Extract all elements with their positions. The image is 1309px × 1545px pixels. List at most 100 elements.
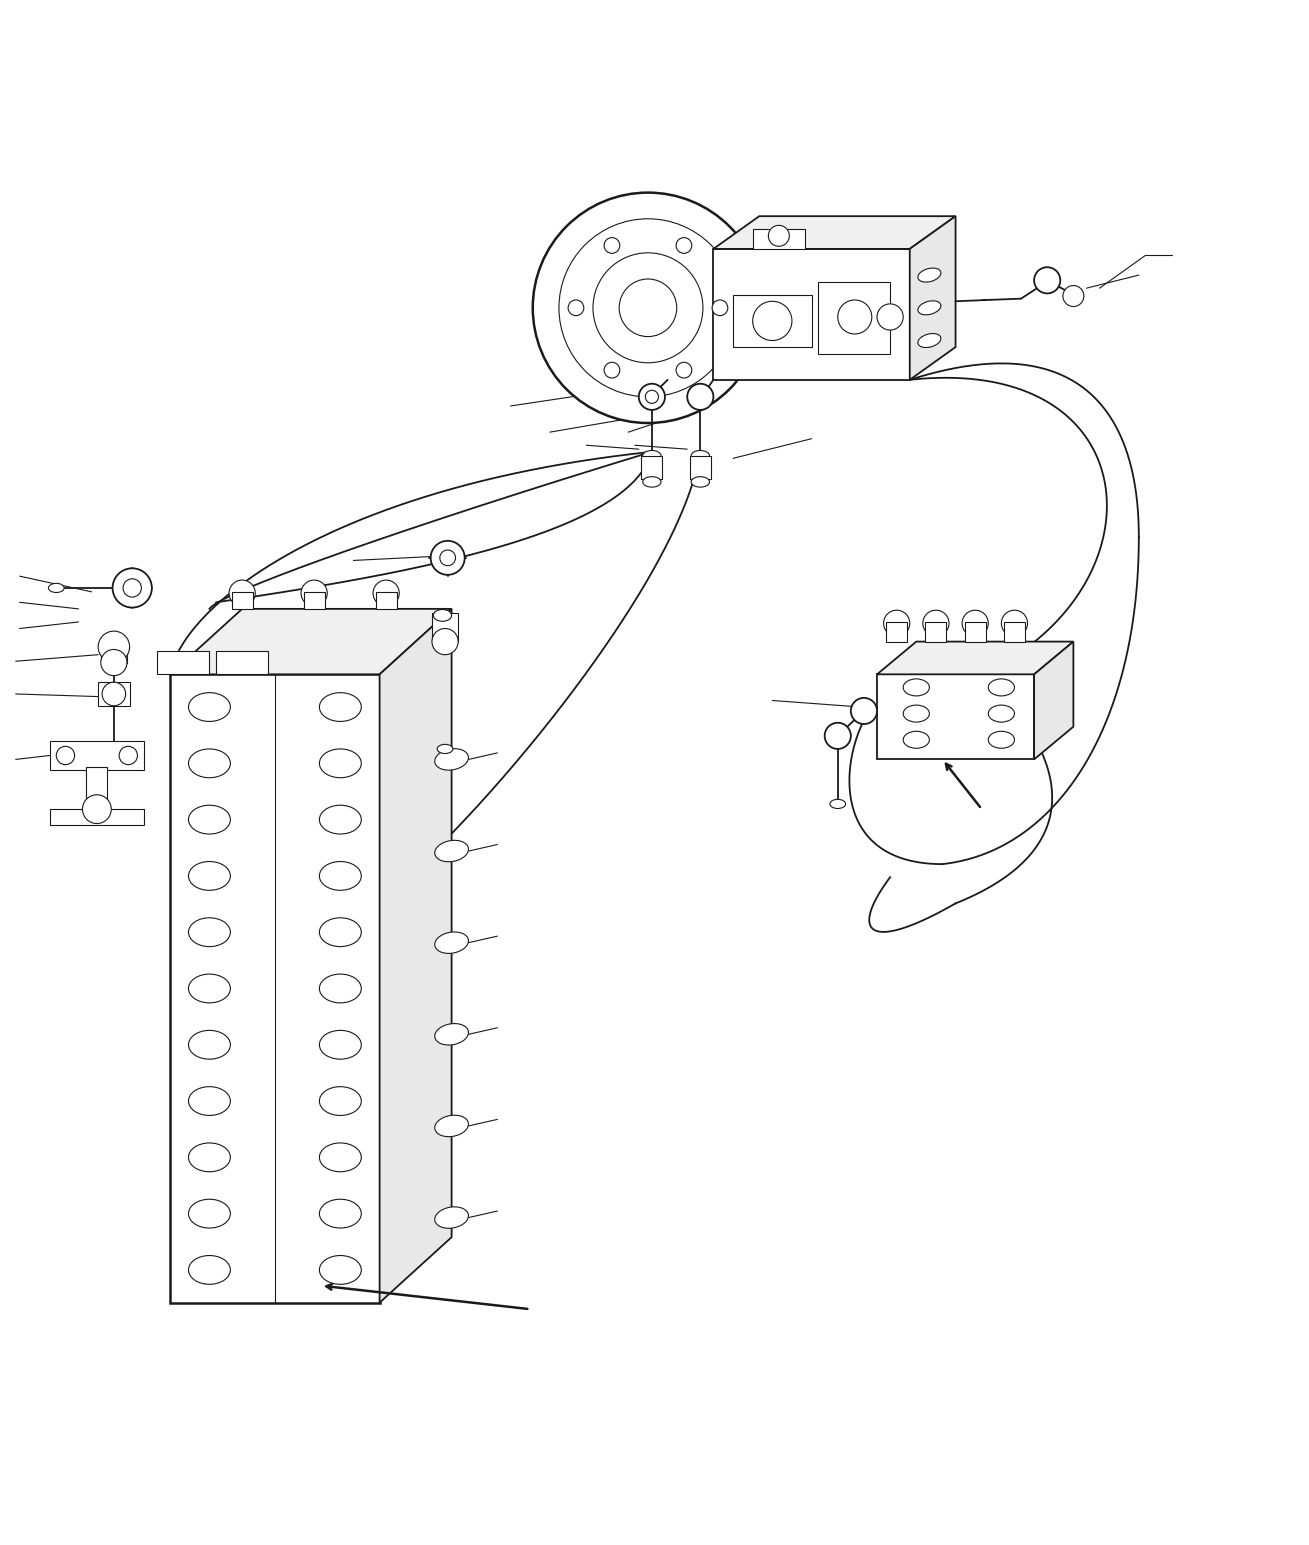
Circle shape — [603, 362, 619, 379]
Ellipse shape — [903, 705, 929, 722]
Ellipse shape — [188, 805, 230, 834]
Circle shape — [440, 550, 456, 565]
Circle shape — [851, 698, 877, 725]
Bar — [50, 742, 144, 769]
Ellipse shape — [903, 731, 929, 748]
Circle shape — [102, 683, 126, 706]
Ellipse shape — [691, 451, 709, 460]
Ellipse shape — [319, 862, 361, 890]
Bar — [304, 592, 325, 609]
Circle shape — [1034, 267, 1060, 294]
Ellipse shape — [988, 705, 1014, 722]
Circle shape — [119, 746, 137, 765]
Ellipse shape — [435, 749, 469, 769]
Ellipse shape — [437, 745, 453, 754]
Polygon shape — [910, 216, 956, 380]
Circle shape — [229, 579, 255, 606]
Ellipse shape — [319, 918, 361, 947]
Circle shape — [113, 569, 152, 607]
Polygon shape — [877, 674, 1034, 760]
Ellipse shape — [433, 610, 452, 621]
Ellipse shape — [435, 932, 469, 953]
Circle shape — [373, 579, 399, 606]
Bar — [886, 623, 907, 641]
Ellipse shape — [48, 584, 64, 593]
Ellipse shape — [319, 1199, 361, 1228]
Ellipse shape — [188, 692, 230, 722]
Circle shape — [593, 253, 703, 363]
Circle shape — [56, 746, 75, 765]
Bar — [733, 295, 812, 348]
Ellipse shape — [918, 334, 941, 348]
Ellipse shape — [188, 1031, 230, 1060]
Circle shape — [301, 579, 327, 606]
Ellipse shape — [188, 1086, 230, 1115]
Bar — [641, 456, 662, 479]
Ellipse shape — [319, 1031, 361, 1060]
Circle shape — [825, 723, 851, 749]
Circle shape — [431, 541, 465, 575]
Circle shape — [432, 629, 458, 655]
Circle shape — [877, 304, 903, 331]
Polygon shape — [713, 216, 956, 249]
Bar — [965, 623, 986, 641]
Ellipse shape — [188, 1256, 230, 1284]
Circle shape — [923, 610, 949, 637]
Ellipse shape — [643, 477, 661, 487]
Ellipse shape — [319, 1143, 361, 1171]
Circle shape — [82, 794, 111, 823]
Circle shape — [884, 610, 910, 637]
Circle shape — [687, 383, 713, 409]
Circle shape — [123, 579, 141, 596]
Ellipse shape — [188, 749, 230, 777]
Bar — [98, 683, 130, 706]
Bar — [1004, 623, 1025, 641]
Circle shape — [645, 391, 658, 403]
Ellipse shape — [319, 1086, 361, 1115]
Ellipse shape — [830, 799, 846, 808]
Bar — [216, 650, 268, 674]
Ellipse shape — [918, 301, 941, 315]
Circle shape — [768, 226, 789, 246]
Ellipse shape — [435, 840, 469, 862]
Ellipse shape — [319, 805, 361, 834]
Circle shape — [101, 649, 127, 675]
Bar — [86, 768, 107, 806]
Circle shape — [559, 219, 737, 397]
Ellipse shape — [188, 973, 230, 1003]
Ellipse shape — [435, 1115, 469, 1137]
Ellipse shape — [188, 1143, 230, 1171]
Ellipse shape — [188, 918, 230, 947]
Circle shape — [712, 300, 728, 315]
Polygon shape — [380, 609, 452, 1302]
Bar — [101, 641, 127, 663]
Ellipse shape — [188, 862, 230, 890]
Circle shape — [838, 300, 872, 334]
Circle shape — [568, 300, 584, 315]
Polygon shape — [1034, 641, 1073, 760]
Polygon shape — [170, 609, 452, 674]
Bar — [50, 810, 144, 825]
Ellipse shape — [319, 692, 361, 722]
Circle shape — [753, 301, 792, 340]
Bar — [753, 229, 805, 249]
Bar — [232, 592, 253, 609]
Ellipse shape — [988, 678, 1014, 695]
Bar — [818, 281, 890, 354]
Polygon shape — [170, 674, 380, 1302]
Ellipse shape — [435, 1207, 469, 1228]
Circle shape — [603, 238, 620, 253]
Ellipse shape — [918, 269, 941, 283]
Ellipse shape — [319, 749, 361, 777]
Circle shape — [533, 193, 763, 423]
Circle shape — [675, 238, 691, 253]
Ellipse shape — [988, 731, 1014, 748]
Bar — [157, 650, 209, 674]
Ellipse shape — [319, 973, 361, 1003]
Circle shape — [1001, 610, 1028, 637]
Circle shape — [1063, 286, 1084, 306]
Polygon shape — [713, 249, 910, 380]
Circle shape — [619, 280, 677, 337]
Bar — [376, 592, 397, 609]
Ellipse shape — [691, 477, 709, 487]
